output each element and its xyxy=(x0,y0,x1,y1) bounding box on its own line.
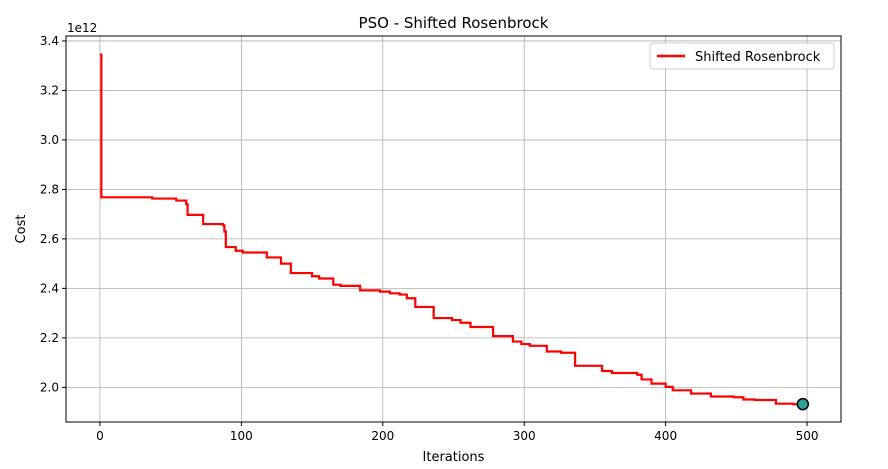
y-axis-offset-label: 1e12 xyxy=(67,21,97,35)
plot-frame xyxy=(65,35,842,423)
x-tick-label: 300 xyxy=(513,429,536,443)
x-tick-label: 400 xyxy=(654,429,677,443)
y-tick-label: 2.2 xyxy=(40,331,59,345)
x-tick-label: 200 xyxy=(371,429,394,443)
series-line-0 xyxy=(99,53,808,406)
y-tick-label: 3.0 xyxy=(40,133,59,147)
y-tick-label: 3.4 xyxy=(40,34,59,48)
x-tick-label: 0 xyxy=(96,429,104,443)
series-layer xyxy=(99,53,810,411)
y-axis: 2.0 2.2 2.4 2.6 2.8 3.0 3.2 3.4 xyxy=(40,34,66,394)
grid xyxy=(66,36,841,422)
x-axis-label: Iterations xyxy=(423,450,485,465)
y-tick-label: 2.8 xyxy=(40,182,59,196)
y-tick-label: 3.2 xyxy=(40,83,59,97)
legend-label: Shifted Rosenbrock xyxy=(695,50,821,65)
x-axis: 0 100 200 300 400 500 xyxy=(96,422,819,443)
final-point-marker xyxy=(796,397,810,411)
x-tick-label: 500 xyxy=(796,429,819,443)
legend-box xyxy=(649,42,835,70)
legend: Shifted Rosenbrock xyxy=(649,42,835,70)
x-tick-label: 100 xyxy=(230,429,253,443)
y-tick-label: 2.6 xyxy=(40,232,59,246)
chart-title: PSO - Shifted Rosenbrock xyxy=(359,14,549,32)
y-tick-label: 2.0 xyxy=(40,380,59,394)
y-tick-label: 2.4 xyxy=(40,281,59,295)
y-axis-label: Cost xyxy=(14,215,29,244)
